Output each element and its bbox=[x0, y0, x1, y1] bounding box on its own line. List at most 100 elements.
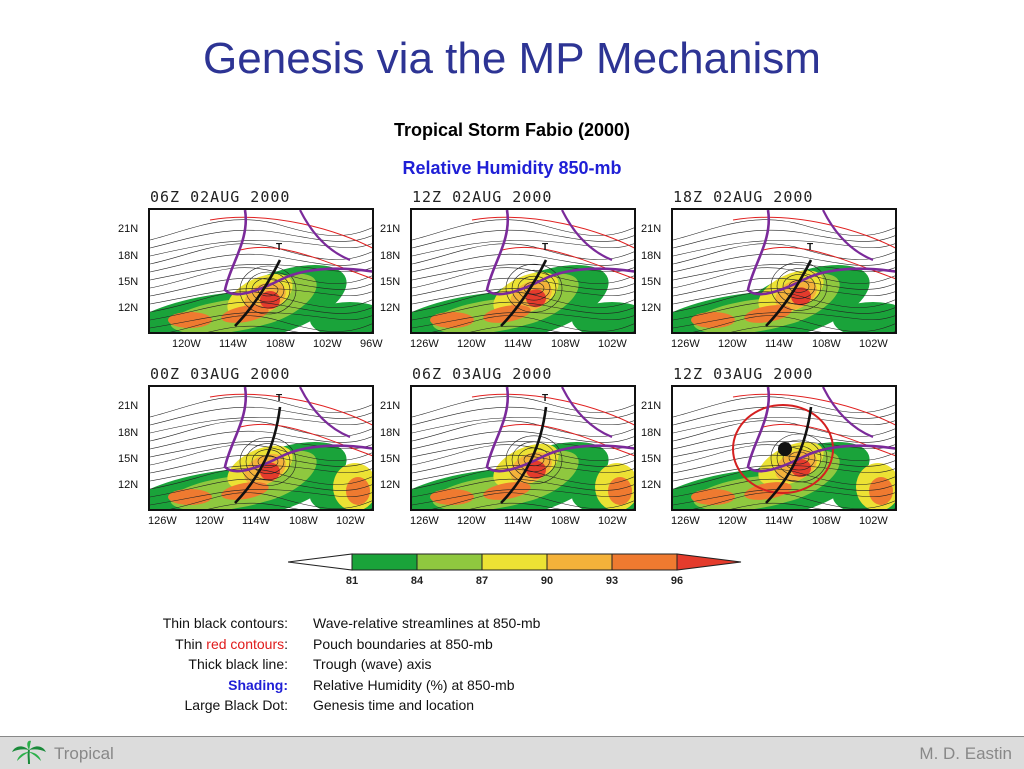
streamline bbox=[505, 263, 563, 313]
pouch-boundary bbox=[501, 246, 634, 280]
streamline bbox=[673, 312, 895, 329]
legend-value-streamlines: Wave-relative streamlines at 850-mb bbox=[313, 615, 541, 631]
longitude-tick-label: 102W bbox=[598, 338, 627, 350]
streamline bbox=[782, 445, 816, 471]
streamline bbox=[782, 274, 816, 299]
streamline bbox=[673, 444, 895, 466]
streamline bbox=[150, 240, 372, 257]
latitude-tick-label: 12N bbox=[380, 302, 401, 314]
colorbar-arrow-low bbox=[287, 553, 353, 571]
longitude-tick-label: 108W bbox=[551, 515, 580, 527]
streamline bbox=[412, 253, 634, 273]
coastline bbox=[561, 387, 613, 439]
latitude-tick-label: 21N bbox=[641, 400, 662, 412]
coastline bbox=[746, 387, 895, 473]
streamline bbox=[150, 229, 372, 249]
trough-axis bbox=[765, 259, 813, 327]
longitude-tick-label: 126W bbox=[671, 515, 700, 527]
longitude-tick-label: 120W bbox=[457, 338, 486, 350]
latitude-tick-label: 18N bbox=[118, 250, 139, 262]
latitude-tick-label: 21N bbox=[380, 223, 401, 235]
streamline bbox=[469, 502, 634, 509]
latitude-tick-label: 18N bbox=[641, 427, 662, 439]
latitude-tick-label: 18N bbox=[118, 427, 139, 439]
pouch-boundary bbox=[762, 246, 895, 280]
streamline bbox=[730, 502, 895, 509]
humidity-shading bbox=[430, 312, 474, 328]
colorbar-tick-label: 87 bbox=[476, 575, 488, 587]
streamline bbox=[169, 492, 372, 509]
streamline bbox=[673, 240, 895, 257]
latitude-tick-label: 15N bbox=[641, 453, 662, 465]
map-graphic bbox=[673, 387, 895, 509]
streamline bbox=[412, 243, 634, 265]
streamline bbox=[245, 271, 291, 309]
humidity-shading bbox=[310, 302, 372, 332]
pouch-boundary bbox=[501, 423, 634, 457]
streamline bbox=[150, 288, 372, 305]
trough-axis bbox=[234, 259, 282, 327]
streamline bbox=[412, 417, 634, 434]
humidity-shading bbox=[869, 477, 893, 505]
streamline bbox=[412, 444, 634, 466]
streamline bbox=[412, 489, 634, 506]
map-panel bbox=[671, 385, 897, 511]
streamline bbox=[150, 417, 372, 434]
streamline bbox=[511, 441, 557, 479]
streamline bbox=[207, 502, 372, 509]
latitude-tick-label: 18N bbox=[380, 427, 401, 439]
streamline bbox=[770, 262, 828, 311]
panel-time-label: 06Z 03AUG 2000 bbox=[412, 365, 553, 383]
trough-marker: T bbox=[807, 242, 813, 253]
streamline bbox=[673, 468, 895, 490]
latitude-tick-label: 15N bbox=[380, 453, 401, 465]
trough-marker: T bbox=[542, 242, 548, 253]
trough-marker: T bbox=[542, 393, 548, 404]
legend-value-shading: Relative Humidity (%) at 850-mb bbox=[313, 676, 515, 693]
streamline bbox=[412, 267, 634, 289]
streamline bbox=[150, 243, 372, 265]
streamline bbox=[150, 465, 372, 482]
streamline bbox=[150, 444, 372, 466]
streamline bbox=[412, 229, 634, 249]
coastline bbox=[485, 387, 634, 473]
pouch-boundary bbox=[239, 423, 372, 457]
legend-keys: Thin black contours: Thin red contours: … bbox=[163, 613, 288, 716]
streamline bbox=[207, 325, 372, 332]
coastline bbox=[223, 210, 372, 296]
longitude-tick-label: 114W bbox=[765, 515, 793, 527]
pouch-boundary bbox=[239, 246, 372, 280]
legend-key-dot: Large Black Dot: bbox=[184, 697, 289, 713]
panel-time-label: 00Z 03AUG 2000 bbox=[150, 365, 291, 383]
streamline bbox=[730, 325, 895, 332]
longitude-tick-label: 114W bbox=[504, 338, 532, 350]
streamline bbox=[673, 465, 895, 482]
latitude-tick-label: 12N bbox=[380, 479, 401, 491]
streamline bbox=[412, 465, 634, 482]
colorbar-segment bbox=[351, 553, 418, 571]
longitude-tick-label: 120W bbox=[718, 515, 747, 527]
streamline bbox=[412, 478, 634, 498]
trough-marker: T bbox=[276, 242, 282, 253]
latitude-tick-label: 15N bbox=[380, 276, 401, 288]
streamline bbox=[505, 435, 563, 485]
colorbar: 81 84 87 90 93 96 bbox=[287, 550, 748, 595]
streamline bbox=[673, 243, 895, 265]
colorbar-arrow-high bbox=[676, 553, 742, 571]
longitude-tick-label: 108W bbox=[266, 338, 295, 350]
humidity-shading bbox=[346, 477, 370, 505]
streamline bbox=[673, 396, 895, 418]
pouch-boundary bbox=[471, 216, 634, 249]
longitude-tick-label: 108W bbox=[289, 515, 318, 527]
map-graphic: T bbox=[150, 387, 372, 509]
longitude-tick-label: 96W bbox=[360, 338, 383, 350]
legend-value-pouch: Pouch boundaries at 850-mb bbox=[313, 635, 493, 652]
streamline bbox=[431, 492, 634, 509]
pouch-boundary bbox=[209, 393, 372, 426]
longitude-tick-label: 108W bbox=[812, 515, 841, 527]
colorbar-tick-label: 96 bbox=[671, 575, 683, 587]
streamline bbox=[150, 468, 372, 490]
map-panel: T bbox=[148, 385, 374, 511]
streamline bbox=[150, 291, 372, 313]
map-graphic: T bbox=[412, 387, 634, 509]
